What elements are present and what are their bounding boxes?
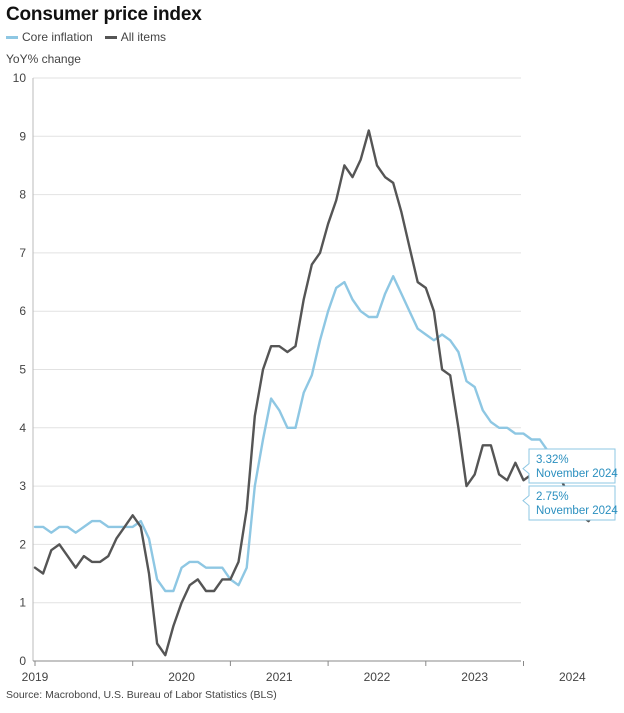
legend-swatch-core — [6, 35, 18, 39]
chart-title: Consumer price index — [6, 4, 202, 25]
y-tick-label: 10 — [13, 71, 27, 85]
y-axis-label: YoY% change — [6, 52, 81, 66]
callout-date: November 2024 — [536, 468, 618, 480]
series-line-core-inflation — [33, 275, 607, 593]
y-tick-label: 6 — [19, 304, 26, 318]
legend-swatch-all — [104, 35, 117, 39]
series-line-all-items — [33, 129, 607, 657]
y-tick-label: 0 — [19, 654, 26, 668]
y-tick-label: 7 — [19, 246, 26, 260]
x-tick-label: 2022 — [364, 670, 391, 684]
x-tick-label: 2019 — [22, 670, 49, 684]
legend-item-core: Core inflation — [6, 30, 93, 44]
y-tick-label: 9 — [19, 129, 26, 143]
legend-label-all: All items — [120, 30, 167, 44]
y-tick-label: 1 — [19, 596, 26, 610]
callout-date: November 2024 — [536, 505, 618, 517]
x-tick-label: 2024 — [559, 670, 586, 684]
callout-value: 2.75% — [536, 491, 569, 503]
y-tick-label: 2 — [19, 537, 26, 551]
source-note: Source: Macrobond, U.S. Bureau of Labor … — [6, 689, 277, 701]
callout-value: 3.32% — [536, 454, 569, 466]
x-tick-label: 2020 — [168, 670, 195, 684]
y-tick-label: 8 — [19, 188, 26, 202]
y-tick-label: 3 — [19, 479, 26, 493]
y-tick-label: 4 — [19, 421, 26, 435]
legend-item-all: All items — [104, 30, 167, 44]
callout-core-inflation: 3.32% November 2024 — [522, 448, 618, 484]
x-tick-label: 2021 — [266, 670, 293, 684]
callout-box — [522, 485, 616, 521]
chart-legend: Core inflation All items — [6, 30, 172, 44]
callout-all-items: 2.75% November 2024 — [522, 485, 618, 521]
y-tick-label: 5 — [19, 363, 26, 377]
callout-box — [522, 448, 616, 484]
legend-label-core: Core inflation — [22, 30, 93, 44]
x-tick-label: 2023 — [461, 670, 488, 684]
